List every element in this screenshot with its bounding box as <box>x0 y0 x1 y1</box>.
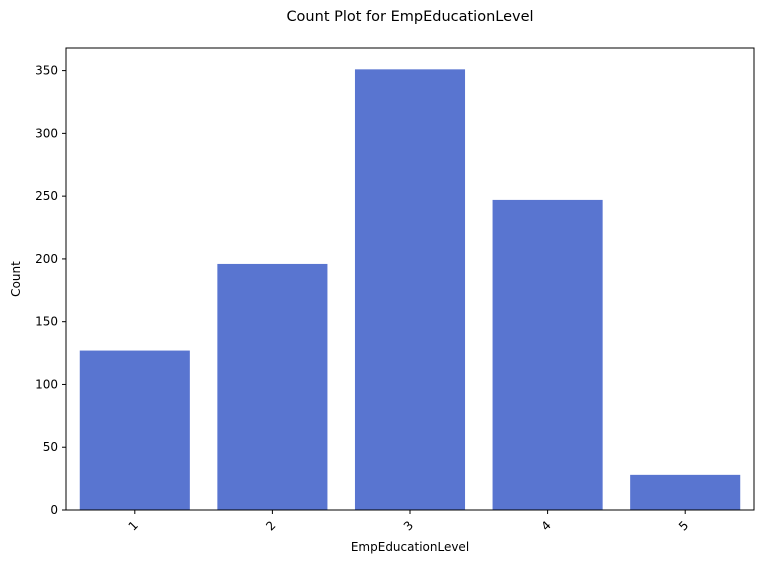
y-tick-label: 250 <box>35 189 58 203</box>
y-tick-label: 50 <box>43 440 58 454</box>
bar-3 <box>354 69 466 510</box>
y-tick-label: 150 <box>35 315 58 329</box>
x-tick-label: 4 <box>538 518 553 533</box>
chart-title: Count Plot for EmpEducationLevel <box>286 9 533 25</box>
bar-1 <box>79 350 190 510</box>
y-tick-label: 0 <box>50 503 58 517</box>
x-tick-label: 3 <box>401 518 416 533</box>
x-tick-label: 1 <box>126 518 141 533</box>
y-tick-label: 300 <box>35 126 58 140</box>
y-tick-label: 350 <box>35 64 58 78</box>
x-tick-label: 5 <box>676 518 691 533</box>
bar-2 <box>217 263 328 510</box>
x-tick-label: 2 <box>263 518 278 533</box>
bar-5 <box>630 474 741 510</box>
bars <box>79 69 741 511</box>
y-axis-label: Count <box>9 261 23 297</box>
x-axis: 1 2 3 4 5 <box>126 510 691 534</box>
bar-4 <box>492 199 603 511</box>
y-axis: 0 50 100 150 200 250 300 350 <box>35 64 66 517</box>
y-tick-label: 200 <box>35 252 58 266</box>
x-axis-label: EmpEducationLevel <box>351 540 469 554</box>
y-tick-label: 100 <box>35 377 58 391</box>
